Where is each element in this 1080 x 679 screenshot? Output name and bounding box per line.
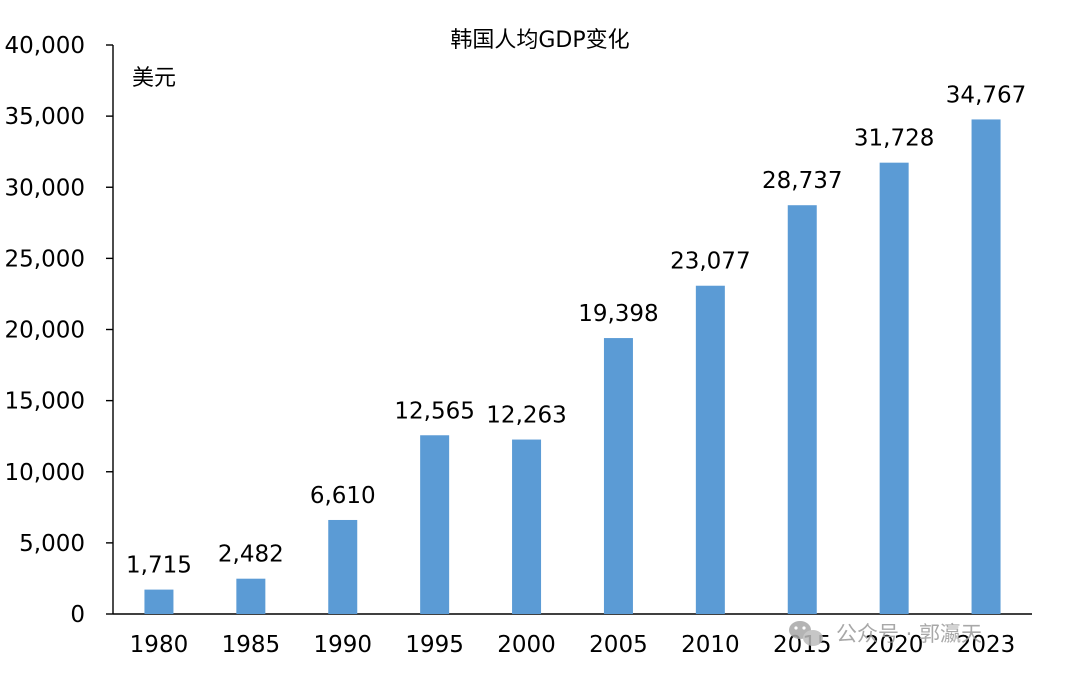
data-label: 1,715 bbox=[126, 553, 192, 579]
data-label: 34,767 bbox=[946, 82, 1026, 108]
watermark: 公众号 · 郭瀛天 bbox=[789, 621, 982, 646]
bar-2020 bbox=[879, 162, 909, 615]
data-label: 2,482 bbox=[218, 542, 284, 568]
x-tick-label: 1985 bbox=[222, 632, 281, 658]
y-axis-unit-label: 美元 bbox=[132, 66, 176, 91]
y-tick-label: 25,000 bbox=[5, 246, 85, 272]
x-axis: 1980 1985 1990 1995 2000 2005 2010 2015 2020 2023 bbox=[113, 613, 1032, 658]
x-tick-label: 2020 bbox=[865, 632, 924, 658]
y-tick-label: 30,000 bbox=[5, 175, 85, 201]
chart-title: 韩国人均GDP变化 bbox=[450, 28, 629, 53]
bar-2000 bbox=[512, 439, 542, 614]
data-label: 28,737 bbox=[762, 168, 842, 194]
x-tick-label: 1995 bbox=[405, 632, 464, 658]
x-tick-label: 2000 bbox=[497, 632, 556, 658]
y-tick-label: 10,000 bbox=[5, 460, 85, 486]
bar-1995 bbox=[420, 435, 450, 614]
bar-2023 bbox=[971, 119, 1001, 614]
x-tick-label: 1980 bbox=[130, 632, 189, 658]
y-tick-label: 35,000 bbox=[5, 104, 85, 130]
data-label: 31,728 bbox=[854, 126, 934, 152]
bar-2015 bbox=[787, 205, 817, 614]
y-tick-label: 0 bbox=[70, 602, 85, 628]
x-tick-label: 1990 bbox=[313, 632, 372, 658]
y-tick-label: 15,000 bbox=[5, 389, 85, 415]
data-label: 19,398 bbox=[578, 301, 658, 327]
data-label: 12,263 bbox=[486, 403, 566, 429]
bar-1990 bbox=[328, 519, 358, 614]
y-tick-label: 40,000 bbox=[5, 33, 85, 59]
data-label: 12,565 bbox=[394, 398, 474, 424]
y-axis: 0 5,000 10,000 15,000 20,000 25,000 30,000 35,0… bbox=[5, 33, 114, 628]
data-label: 23,077 bbox=[670, 249, 750, 275]
data-label: 6,610 bbox=[310, 483, 376, 509]
y-tick-label: 20,000 bbox=[5, 318, 85, 344]
y-tick-label: 5,000 bbox=[19, 531, 85, 557]
wechat-icon bbox=[789, 621, 823, 646]
bar-2010 bbox=[695, 285, 725, 614]
bar-series bbox=[144, 119, 1001, 615]
bar-2005 bbox=[603, 338, 633, 614]
bar-1980 bbox=[144, 589, 174, 614]
bar-1985 bbox=[236, 578, 266, 614]
x-tick-label: 2023 bbox=[957, 632, 1016, 658]
data-labels: 1,715 2,482 6,610 12,565 12,263 19,398 23,077 2… bbox=[126, 82, 1026, 578]
x-tick-label: 2005 bbox=[589, 632, 648, 658]
watermark-text: 公众号 · 郭瀛天 bbox=[836, 622, 982, 646]
x-tick-label: 2010 bbox=[681, 632, 740, 658]
